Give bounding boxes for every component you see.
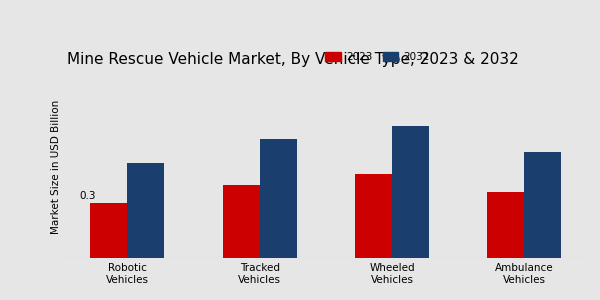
Bar xyxy=(392,127,429,258)
Bar xyxy=(223,185,260,258)
Legend: 2023, 2032: 2023, 2032 xyxy=(321,48,434,66)
Text: Mine Rescue Vehicle Market, By Vehicle Type, 2023 & 2032: Mine Rescue Vehicle Market, By Vehicle T… xyxy=(67,52,518,67)
Bar xyxy=(355,174,392,258)
Bar xyxy=(260,139,296,258)
Bar xyxy=(127,163,164,258)
Text: 0.3: 0.3 xyxy=(80,191,96,201)
Y-axis label: Market Size in USD Billion: Market Size in USD Billion xyxy=(51,100,61,234)
Bar xyxy=(487,192,524,258)
Bar xyxy=(90,203,127,258)
Bar xyxy=(524,152,562,258)
